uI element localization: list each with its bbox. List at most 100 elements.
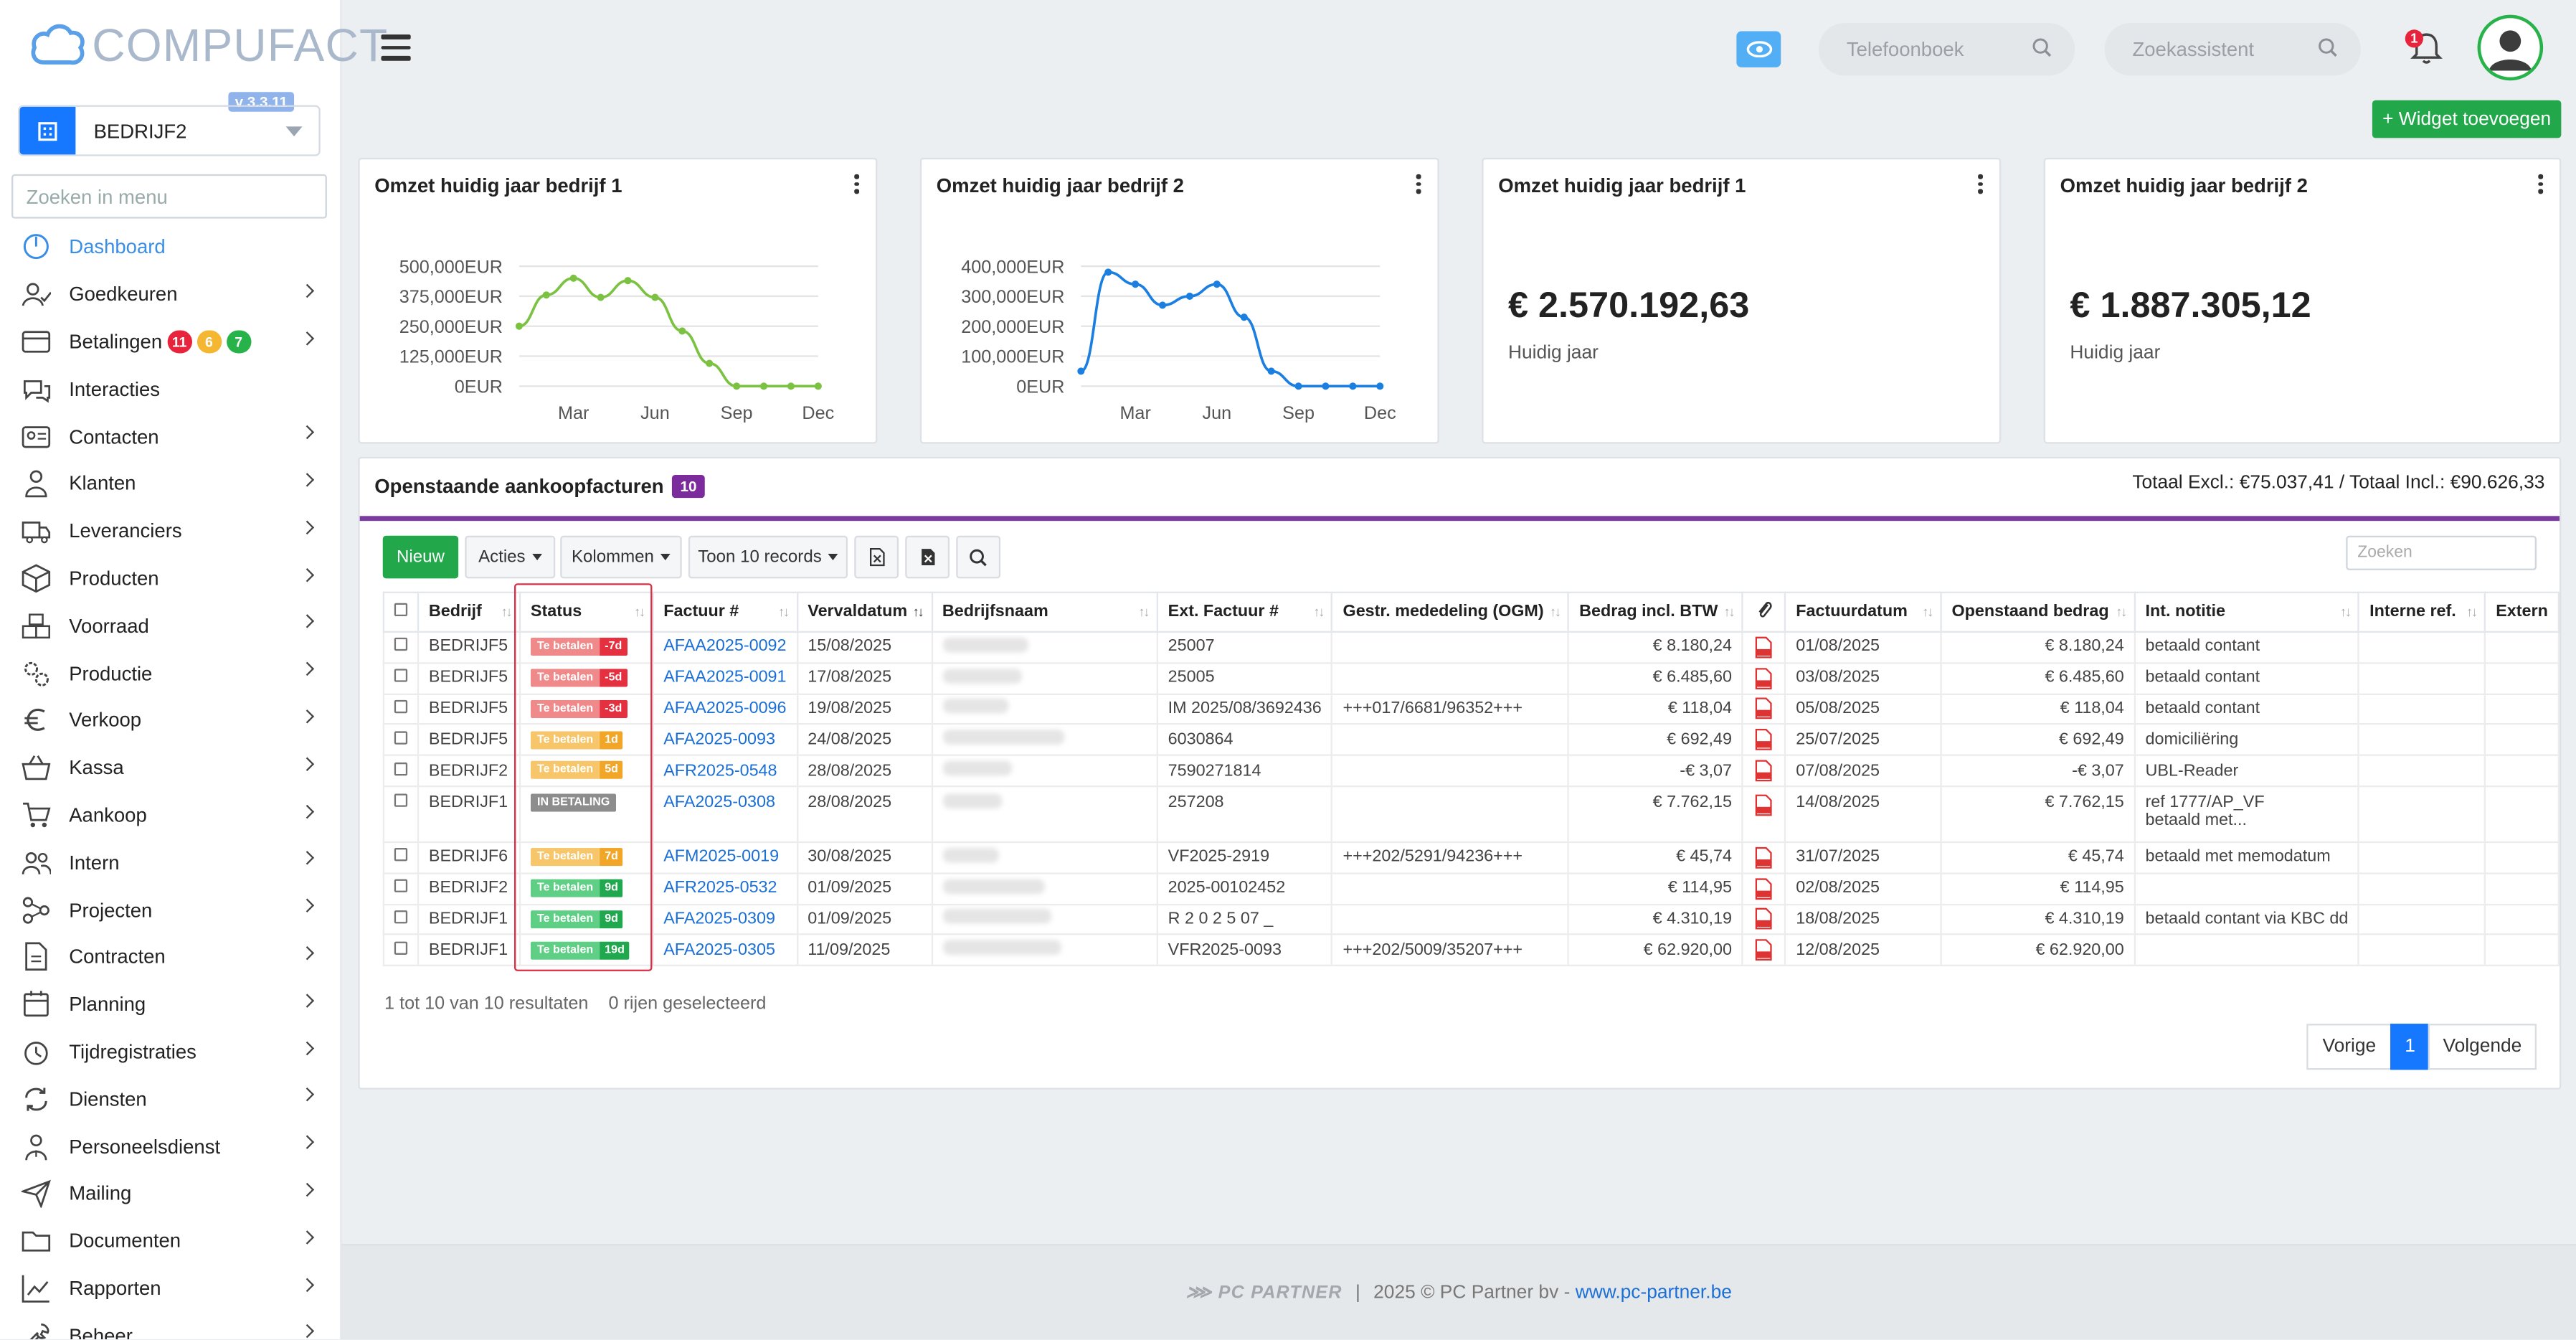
invoice-number-link[interactable]: AFAA2025-0092 xyxy=(652,631,798,664)
table-row[interactable]: BEDRIJF5 Te betalen -3d AFAA2025-0096 19/08/… xyxy=(382,692,2560,726)
sidebar-item-klanten[interactable]: Klanten xyxy=(0,460,341,507)
data-point[interactable] xyxy=(1322,382,1330,390)
column-header-status[interactable]: Status ↑↓ xyxy=(518,591,654,633)
sidebar-item-projecten[interactable]: Projecten xyxy=(0,886,341,933)
data-point[interactable] xyxy=(597,293,605,301)
data-point[interactable] xyxy=(678,327,686,335)
kebab-menu-icon[interactable] xyxy=(1978,174,1984,197)
table-row[interactable]: BEDRIJF5 Te betalen 1d AFA2025-0093 24/08/20… xyxy=(382,723,2560,757)
sidebar-item-personeelsdienst[interactable]: Personeelsdienst xyxy=(0,1123,341,1170)
row-checkbox[interactable] xyxy=(394,761,408,775)
pdf-icon[interactable] xyxy=(1755,728,1773,751)
select-all-checkbox[interactable] xyxy=(394,603,408,617)
kebab-menu-icon[interactable] xyxy=(854,174,861,197)
data-point[interactable] xyxy=(651,293,659,301)
data-point[interactable] xyxy=(1267,367,1275,375)
column-header-bedrijfsnaam[interactable]: Bedrijfsnaam ↑↓ xyxy=(930,591,1158,633)
page-size-dropdown[interactable]: Toon 10 records xyxy=(688,535,848,579)
pdf-icon[interactable] xyxy=(1755,636,1773,659)
search-toggle-button[interactable] xyxy=(956,535,1001,579)
previous-page-button[interactable]: Vorige xyxy=(2306,1024,2392,1070)
sidebar-item-goedkeuren[interactable]: Goedkeuren xyxy=(0,271,341,319)
sidebar-item-dashboard[interactable]: Dashboard xyxy=(0,224,341,271)
avatar[interactable] xyxy=(2477,14,2544,81)
sidebar-item-planning[interactable]: Planning xyxy=(0,981,341,1028)
add-widget-button[interactable]: + Widget toevoegen xyxy=(2372,100,2562,138)
export-excel-button[interactable] xyxy=(854,535,899,579)
kebab-menu-icon[interactable] xyxy=(1416,174,1423,197)
sidebar-item-diensten[interactable]: Diensten xyxy=(0,1075,341,1123)
company-selector[interactable]: BEDRIJF2 xyxy=(18,105,321,156)
assistant-search-input[interactable]: Zoekassistent xyxy=(2104,23,2361,76)
table-row[interactable]: BEDRIJF1 Te betalen 19d AFA2025-0305 11/09/2… xyxy=(382,934,2560,967)
data-point[interactable] xyxy=(814,382,822,390)
column-header-extern[interactable]: Extern xyxy=(2484,591,2560,633)
website-link[interactable]: www.pc-partner.be xyxy=(1575,1282,1732,1303)
data-point[interactable] xyxy=(1185,292,1193,300)
column-header-factuurdatum[interactable]: Factuurdatum ↑↓ xyxy=(1784,591,1942,633)
pdf-icon[interactable] xyxy=(1755,908,1773,931)
page-1-button[interactable]: 1 xyxy=(2390,1024,2430,1070)
pdf-icon[interactable] xyxy=(1755,666,1773,689)
row-checkbox[interactable] xyxy=(394,793,408,807)
pdf-icon[interactable] xyxy=(1755,697,1773,720)
table-row[interactable]: BEDRIJF6 Te betalen 7d AFM2025-0019 30/08/20… xyxy=(382,841,2560,874)
pdf-icon[interactable] xyxy=(1755,877,1773,900)
kebab-menu-icon[interactable] xyxy=(2538,174,2544,197)
data-point[interactable] xyxy=(1077,367,1085,375)
column-header-bedrijf[interactable]: Bedrijf ↑↓ xyxy=(417,591,521,633)
column-header-attachment[interactable] xyxy=(1741,591,1786,633)
row-checkbox[interactable] xyxy=(394,910,408,924)
data-point[interactable] xyxy=(1376,382,1384,390)
sidebar-item-contacten[interactable]: Contacten xyxy=(0,412,341,460)
pdf-icon[interactable] xyxy=(1755,793,1773,816)
table-row[interactable]: BEDRIJF5 Te betalen -5d AFAA2025-0091 17/08/… xyxy=(382,661,2560,695)
sidebar-item-tijdregistraties[interactable]: Tijdregistraties xyxy=(0,1028,341,1075)
table-row[interactable]: BEDRIJF1 Te betalen 9d AFA2025-0309 01/09/20… xyxy=(382,902,2560,936)
row-checkbox[interactable] xyxy=(394,941,408,955)
data-point[interactable] xyxy=(1159,301,1167,309)
sidebar-item-productie[interactable]: Productie xyxy=(0,649,341,697)
invoice-number-link[interactable]: AFA2025-0305 xyxy=(652,934,798,967)
new-button[interactable]: Nieuw xyxy=(382,535,459,579)
phonebook-search-input[interactable]: Telefoonboek xyxy=(1818,23,2075,76)
pdf-icon[interactable] xyxy=(1755,846,1773,869)
column-header-gestr-mededeling-ogm-[interactable]: Gestr. mededeling (OGM) ↑↓ xyxy=(1331,591,1570,633)
row-checkbox[interactable] xyxy=(394,730,408,745)
sidebar-item-rapporten[interactable]: Rapporten xyxy=(0,1265,341,1312)
table-search-input[interactable]: Zoeken xyxy=(2346,535,2537,570)
sidebar-item-aankoop[interactable]: Aankoop xyxy=(0,791,341,839)
table-row[interactable]: BEDRIJF2 Te betalen 5d AFR2025-0548 28/08/20… xyxy=(382,754,2560,788)
row-checkbox[interactable] xyxy=(394,699,408,714)
data-point[interactable] xyxy=(515,322,523,330)
invoice-number-link[interactable]: AFM2025-0019 xyxy=(652,841,798,874)
row-checkbox[interactable] xyxy=(394,669,408,683)
invoice-number-link[interactable]: AFAA2025-0096 xyxy=(652,692,798,726)
data-point[interactable] xyxy=(706,359,714,367)
table-row[interactable]: BEDRIJF2 Te betalen 9d AFR2025-0532 01/09/20… xyxy=(382,872,2560,905)
column-header-factuur-[interactable]: Factuur # ↑↓ xyxy=(652,591,798,633)
column-header-bedrag-incl-btw[interactable]: Bedrag incl. BTW ↑↓ xyxy=(1568,591,1744,633)
data-point[interactable] xyxy=(759,382,768,390)
invoice-number-link[interactable]: AFA2025-0309 xyxy=(652,902,798,936)
sidebar-item-voorraad[interactable]: Voorraad xyxy=(0,602,341,649)
sidebar-item-contracten[interactable]: Contracten xyxy=(0,933,341,981)
pdf-icon[interactable] xyxy=(1755,760,1773,783)
data-point[interactable] xyxy=(542,291,550,299)
data-point[interactable] xyxy=(1294,382,1302,390)
sidebar-item-producten[interactable]: Producten xyxy=(0,555,341,602)
table-row[interactable]: BEDRIJF5 Te betalen -7d AFAA2025-0092 15/08/… xyxy=(382,631,2560,664)
data-point[interactable] xyxy=(1132,280,1140,288)
hamburger-menu-icon[interactable] xyxy=(381,34,411,67)
sidebar-item-mailing[interactable]: Mailing xyxy=(0,1170,341,1217)
logo[interactable]: COMPUFACT xyxy=(29,19,388,72)
menu-search-input[interactable]: Zoeken in menu xyxy=(11,174,327,219)
invoice-number-link[interactable]: AFA2025-0308 xyxy=(652,785,798,844)
data-point[interactable] xyxy=(1104,268,1112,276)
sidebar-item-interacties[interactable]: Interacties xyxy=(0,365,341,412)
data-point[interactable] xyxy=(787,382,795,390)
column-header-openstaand-bedrag[interactable]: Openstaand bedrag ↑↓ xyxy=(1940,591,2136,633)
invoice-number-link[interactable]: AFAA2025-0091 xyxy=(652,661,798,695)
sidebar-item-betalingen[interactable]: Betalingen 11 6 7 xyxy=(0,318,341,365)
sidebar-item-intern[interactable]: Intern xyxy=(0,839,341,886)
